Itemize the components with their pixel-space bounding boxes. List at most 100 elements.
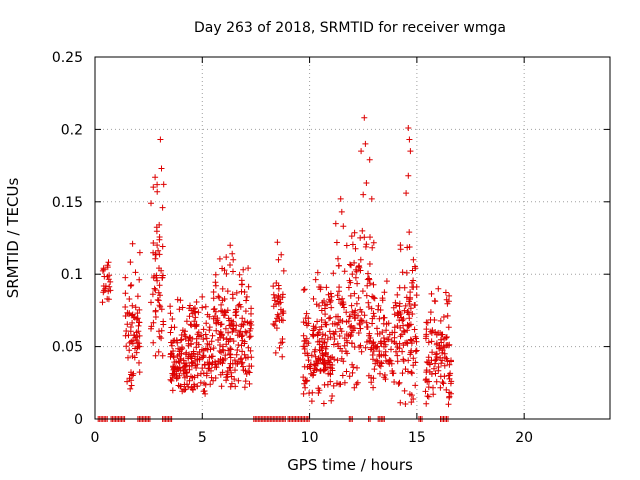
data-point <box>362 243 369 250</box>
data-point <box>394 291 401 298</box>
data-point <box>130 332 137 339</box>
data-point <box>122 274 129 281</box>
data-point <box>317 356 324 363</box>
data-point <box>242 355 249 361</box>
data-point <box>366 276 373 283</box>
data-point <box>199 304 206 311</box>
data-point <box>223 377 230 384</box>
data-point <box>316 284 323 290</box>
data-point <box>135 328 142 335</box>
data-point <box>133 349 140 356</box>
data-point <box>200 388 207 395</box>
data-point <box>402 401 409 407</box>
data-point <box>148 299 154 306</box>
data-point <box>351 311 358 318</box>
data-point <box>224 288 231 295</box>
data-point <box>243 329 250 336</box>
data-point <box>156 282 163 289</box>
data-point <box>168 339 175 346</box>
data-point <box>223 371 230 378</box>
data-point <box>280 308 287 315</box>
data-point <box>410 256 417 263</box>
data-point <box>242 378 249 385</box>
data-point <box>402 366 409 373</box>
data-point <box>315 329 322 336</box>
data-point <box>207 381 214 388</box>
data-point <box>167 329 174 336</box>
data-point <box>368 344 375 351</box>
data-point <box>340 223 347 230</box>
data-point <box>341 379 348 386</box>
data-point <box>441 344 448 351</box>
data-point <box>189 360 196 367</box>
data-point <box>273 280 280 286</box>
data-point <box>230 323 237 329</box>
data-point <box>152 307 159 314</box>
data-point <box>125 332 132 339</box>
data-point <box>398 331 405 338</box>
data-point <box>412 359 419 366</box>
data-point <box>176 306 183 313</box>
data-point <box>313 301 320 308</box>
data-point <box>327 364 334 371</box>
data-point <box>352 266 359 273</box>
data-point <box>356 264 363 271</box>
data-point <box>310 323 317 330</box>
data-point <box>124 378 131 385</box>
data-point <box>199 293 206 300</box>
data-point <box>276 344 283 351</box>
data-point <box>393 348 399 355</box>
data-point <box>246 363 253 370</box>
data-point <box>230 338 237 345</box>
data-point <box>136 359 142 366</box>
data-point <box>321 298 327 304</box>
data-point <box>160 321 167 328</box>
data-point <box>334 292 341 299</box>
data-point <box>247 347 254 354</box>
data-point <box>323 321 330 328</box>
data-point <box>327 299 334 306</box>
data-point <box>169 387 176 394</box>
data-point <box>319 331 326 338</box>
data-point <box>201 361 208 368</box>
data-point <box>431 297 438 304</box>
data-point <box>183 370 190 376</box>
data-point <box>182 366 189 373</box>
data-point <box>218 383 225 390</box>
data-point <box>383 278 390 285</box>
data-point <box>195 329 202 336</box>
data-point <box>227 242 234 249</box>
data-point <box>215 293 222 300</box>
data-point <box>323 284 330 291</box>
data-point <box>397 399 404 406</box>
data-point <box>128 371 135 378</box>
data-point <box>377 363 384 370</box>
data-point <box>238 277 245 284</box>
data-point <box>126 339 133 346</box>
data-point <box>239 348 246 355</box>
data-point <box>341 304 347 311</box>
data-point <box>152 174 159 181</box>
data-point <box>230 256 237 263</box>
data-point <box>357 234 364 241</box>
data-point <box>219 360 226 367</box>
data-point <box>219 285 226 292</box>
data-point <box>128 382 135 389</box>
y-tick-label: 0.05 <box>52 340 83 356</box>
data-point <box>227 383 234 390</box>
x-tick-label: 15 <box>408 430 426 446</box>
data-point <box>361 312 368 319</box>
data-point <box>411 263 418 270</box>
data-point <box>136 343 143 350</box>
data-point <box>102 285 109 292</box>
data-point <box>210 377 217 384</box>
data-point <box>231 376 238 383</box>
data-point <box>329 367 336 374</box>
data-point <box>125 354 131 361</box>
data-point <box>336 284 343 291</box>
data-point <box>303 378 310 385</box>
data-point <box>425 393 432 400</box>
data-point <box>186 377 193 384</box>
data-point <box>244 319 251 326</box>
y-tick-label: 0 <box>74 412 83 428</box>
